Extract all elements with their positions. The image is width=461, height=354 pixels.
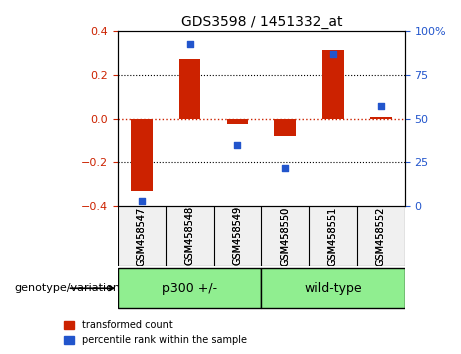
Bar: [179, 59, 201, 119]
Text: GSM458548: GSM458548: [185, 206, 195, 266]
Bar: [370, 116, 391, 119]
Text: GSM458552: GSM458552: [376, 206, 386, 266]
Text: genotype/variation: genotype/variation: [14, 283, 120, 293]
Text: GSM458547: GSM458547: [137, 206, 147, 266]
Text: GSM458551: GSM458551: [328, 206, 338, 266]
Text: GSM458550: GSM458550: [280, 206, 290, 266]
Text: GSM458548: GSM458548: [185, 206, 195, 266]
Text: GSM458549: GSM458549: [232, 206, 242, 266]
Bar: [322, 50, 344, 119]
FancyBboxPatch shape: [118, 268, 261, 308]
Bar: [274, 119, 296, 136]
Bar: [131, 119, 153, 191]
Text: GSM458552: GSM458552: [376, 206, 386, 266]
Point: [377, 104, 384, 109]
Text: GSM458551: GSM458551: [328, 206, 338, 266]
Point: [329, 51, 337, 57]
Point: [138, 198, 146, 204]
Legend: transformed count, percentile rank within the sample: transformed count, percentile rank withi…: [60, 316, 250, 349]
Title: GDS3598 / 1451332_at: GDS3598 / 1451332_at: [181, 15, 342, 29]
FancyBboxPatch shape: [261, 268, 405, 308]
Text: wild-type: wild-type: [304, 282, 362, 295]
Text: GSM458549: GSM458549: [232, 206, 242, 266]
Text: p300 +/-: p300 +/-: [162, 282, 217, 295]
Point: [186, 41, 193, 46]
Point: [282, 165, 289, 170]
Point: [234, 142, 241, 148]
Text: GSM458550: GSM458550: [280, 206, 290, 266]
Bar: [227, 119, 248, 124]
Text: GSM458547: GSM458547: [137, 206, 147, 266]
